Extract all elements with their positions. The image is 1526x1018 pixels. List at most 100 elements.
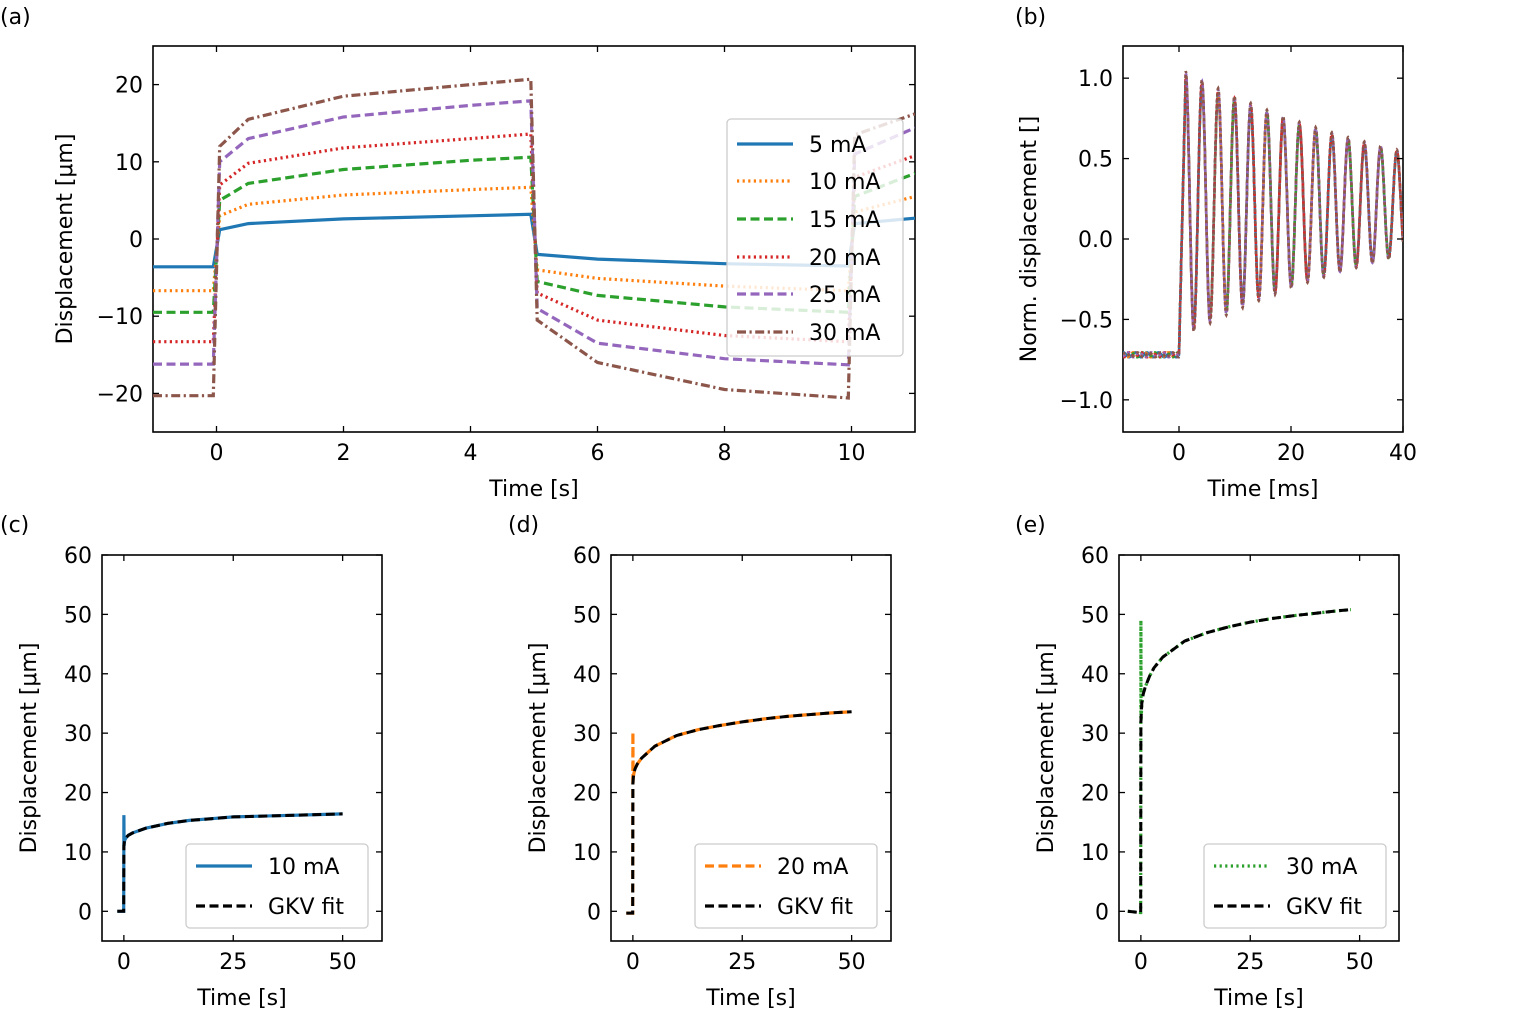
y-tick-label: 10 [64,841,92,866]
y-tick-label: 50 [1081,603,1109,628]
panel-b: (b) [1015,5,1404,433]
legend-label: 30 mA [809,321,880,346]
y-tick-label: 0 [78,900,92,925]
panel-e-plot: 0 25 50 0 10 20 30 40 50 60 Time [s] Displacement [… [1034,544,1399,1011]
y-tick-label: −1.0 [1060,389,1113,414]
y-tick-label: 20 [115,74,143,99]
x-tick-label: 25 [1236,950,1264,975]
x-tick-label: 50 [329,950,357,975]
series-line-GKV-fit [626,710,852,915]
y-tick-label: −20 [97,382,143,407]
panel-b-plot: 0 20 40 −1.0 −0.5 0.0 0.5 1.0 Time [ms] Norm. dis… [1017,46,1417,502]
legend-label: 25 mA [809,283,880,308]
series-line-30-mA [1123,70,1403,359]
y-tick-label: 40 [64,663,92,688]
y-tick-label: 0.5 [1078,148,1113,173]
legend-label: GKV fit [268,895,344,920]
x-tick-label: 50 [1346,950,1374,975]
y-tick-label: 0 [1095,900,1109,925]
panel-a-plot: 0 2 4 6 8 10 −20 −10 0 10 20 Time [s] Displacement [… [53,46,915,502]
y-tick-label: 20 [1081,782,1109,807]
y-tick-label: 50 [64,603,92,628]
y-axis-label: Displacement [μm] [53,134,78,345]
y-tick-label: −10 [97,305,143,330]
plot-frame [1118,554,1400,942]
y-axis-label: Displacement [μm] [17,643,42,854]
series-line-GKV-fit [117,812,343,913]
y-tick-label: 20 [64,782,92,807]
y-tick-label: 50 [573,603,601,628]
x-tick-label: 25 [219,950,247,975]
x-axis-label: Time [s] [705,986,795,1011]
y-tick-label: −0.5 [1060,308,1113,333]
x-tick-label: 0 [117,950,131,975]
plot-frame [610,554,892,942]
y-tick-label: 0.0 [1078,228,1113,253]
x-tick-label: 50 [838,950,866,975]
data-layer [1127,608,1352,915]
legend-label: GKV fit [777,895,853,920]
x-tick-label: 4 [464,441,478,466]
series-line-30-mA [153,77,915,400]
legend-label: 20 mA [809,246,880,271]
x-tick-label: 0 [1172,441,1186,466]
y-tick-label: 40 [1081,663,1109,688]
series-line-10-mA [1123,76,1403,359]
x-axis-label: Time [s] [488,477,578,502]
series-line-GKV-fit [1127,608,1352,914]
y-tick-label: 60 [573,544,601,569]
legend-label: 15 mA [809,208,880,233]
legend: 10 mA GKV fit [185,843,369,929]
x-tick-label: 0 [210,441,224,466]
y-tick-label: 30 [1081,722,1109,747]
panel-c-plot: 0 25 50 0 10 20 30 40 50 60 Time [s] Displacement [… [17,544,382,1011]
panel-label: (b) [1015,5,1046,30]
x-tick-label: 10 [838,441,866,466]
y-tick-label: 60 [64,544,92,569]
x-axis-label: Time [ms] [1207,477,1319,502]
y-axis-label: Displacement [μm] [1034,643,1059,854]
legend-label: 10 mA [268,855,339,880]
data-layer [1123,70,1403,360]
y-tick-label: 30 [573,722,601,747]
legend-label: 20 mA [777,855,848,880]
panel-e: (e) [1015,513,1400,942]
legend-label: 30 mA [1286,855,1357,880]
y-tick-label: 40 [573,663,601,688]
legend-label: GKV fit [1286,895,1362,920]
y-axis-label: Displacement [μm] [526,643,551,854]
data-layer [626,710,852,915]
x-tick-label: 0 [626,950,640,975]
panel-label: (d) [508,513,539,538]
legend: 30 mA GKV fit [1203,843,1387,929]
x-tick-label: 40 [1389,441,1417,466]
x-axis-label: Time [s] [1213,986,1303,1011]
panel-d-plot: 0 25 50 0 10 20 30 40 50 60 Time [s] Displacement [… [526,544,891,1011]
plot-frame [101,554,383,942]
y-tick-label: 0 [129,228,143,253]
panel-c: (c) [0,513,383,942]
y-tick-label: 1.0 [1078,67,1113,92]
y-tick-label: 30 [64,722,92,747]
y-tick-label: 10 [573,841,601,866]
panel-d: (d) [508,513,892,942]
x-tick-label: 8 [718,441,732,466]
panel-label: (c) [0,513,29,538]
panel-label: (e) [1015,513,1046,538]
x-tick-label: 25 [728,950,756,975]
data-layer [117,812,343,913]
legend: 5 mA 10 mA 15 mA 20 mA 25 mA 30 mA [726,118,904,357]
y-axis-label: Norm. displacement [] [1017,116,1042,362]
x-tick-label: 0 [1134,950,1148,975]
legend-label: 5 mA [809,133,866,158]
panel-label: (a) [0,5,31,30]
y-tick-label: 10 [1081,841,1109,866]
legend-label: 10 mA [809,170,880,195]
x-tick-label: 2 [337,441,351,466]
legend: 20 mA GKV fit [694,843,878,929]
y-tick-label: 60 [1081,544,1109,569]
y-tick-label: 20 [573,782,601,807]
x-axis-label: Time [s] [196,986,286,1011]
legend-box [726,118,904,357]
